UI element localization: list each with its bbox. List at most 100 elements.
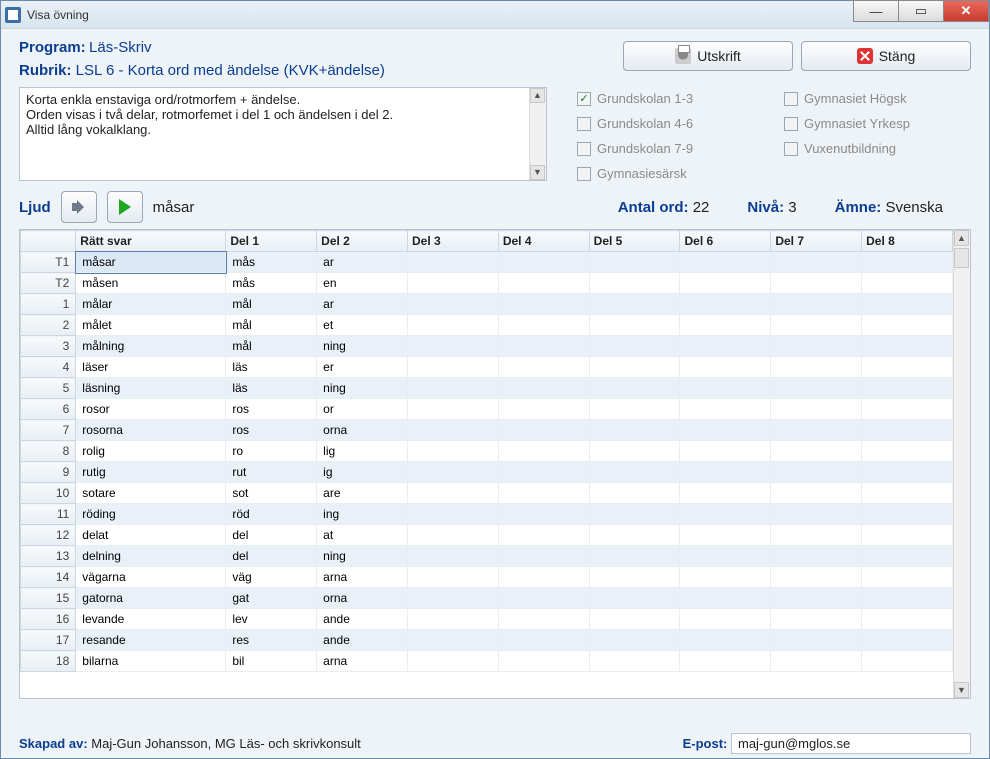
table-cell[interactable]: rosorna xyxy=(76,420,226,441)
table-cell[interactable] xyxy=(498,336,589,357)
checkbox-box[interactable] xyxy=(577,92,591,106)
checkbox-box[interactable] xyxy=(784,142,798,156)
table-cell[interactable] xyxy=(771,273,862,294)
table-cell[interactable]: sotare xyxy=(76,483,226,504)
column-header[interactable]: Del 6 xyxy=(680,231,771,252)
table-cell[interactable] xyxy=(862,651,953,672)
table-cell[interactable]: are xyxy=(317,483,408,504)
table-cell[interactable]: läsning xyxy=(76,378,226,399)
table-cell[interactable]: ning xyxy=(317,336,408,357)
table-cell[interactable] xyxy=(862,588,953,609)
table-cell[interactable] xyxy=(498,378,589,399)
table-cell[interactable] xyxy=(498,315,589,336)
table-cell[interactable] xyxy=(589,504,680,525)
table-cell[interactable] xyxy=(498,504,589,525)
table-cell[interactable] xyxy=(680,588,771,609)
table-cell[interactable]: ar xyxy=(317,252,408,273)
table-cell[interactable]: väg xyxy=(226,567,317,588)
description-scrollbar[interactable]: ▲ ▼ xyxy=(529,88,546,180)
column-header[interactable]: Del 7 xyxy=(771,231,862,252)
table-cell[interactable] xyxy=(498,630,589,651)
checkbox-box[interactable] xyxy=(577,117,591,131)
column-header[interactable]: Del 8 xyxy=(862,231,953,252)
table-row[interactable]: 8roligrolig xyxy=(21,441,953,462)
table-cell[interactable]: er xyxy=(317,357,408,378)
table-cell[interactable]: måsar xyxy=(76,252,226,273)
table-cell[interactable]: del xyxy=(226,546,317,567)
table-cell[interactable] xyxy=(589,546,680,567)
table-cell[interactable] xyxy=(408,504,499,525)
table-cell[interactable] xyxy=(862,336,953,357)
checkbox-box[interactable] xyxy=(577,167,591,181)
table-cell[interactable] xyxy=(408,252,499,273)
table-row[interactable]: 12delatdelat xyxy=(21,525,953,546)
table-cell[interactable]: gat xyxy=(226,588,317,609)
table-cell[interactable] xyxy=(862,441,953,462)
table-cell[interactable] xyxy=(680,609,771,630)
table-cell[interactable] xyxy=(680,630,771,651)
table-cell[interactable] xyxy=(862,399,953,420)
table-cell[interactable]: sot xyxy=(226,483,317,504)
table-cell[interactable] xyxy=(680,525,771,546)
table-cell[interactable] xyxy=(408,399,499,420)
table-cell[interactable] xyxy=(862,483,953,504)
table-cell[interactable]: rutig xyxy=(76,462,226,483)
table-cell[interactable] xyxy=(771,336,862,357)
table-cell[interactable] xyxy=(408,462,499,483)
table-cell[interactable]: röd xyxy=(226,504,317,525)
table-cell[interactable]: arna xyxy=(317,651,408,672)
checkbox-gymnasiesärsk[interactable]: Gymnasiesärsk xyxy=(577,166,764,181)
table-cell[interactable] xyxy=(862,546,953,567)
table-cell[interactable] xyxy=(680,315,771,336)
speaker-button[interactable] xyxy=(61,191,97,223)
table-cell[interactable]: ro xyxy=(226,441,317,462)
table-cell[interactable] xyxy=(862,567,953,588)
checkbox-grundskolan-4-6[interactable]: Grundskolan 4-6 xyxy=(577,116,764,131)
table-cell[interactable] xyxy=(771,651,862,672)
table-cell[interactable]: res xyxy=(226,630,317,651)
table-cell[interactable] xyxy=(408,441,499,462)
table-cell[interactable] xyxy=(408,294,499,315)
table-cell[interactable] xyxy=(771,504,862,525)
table-cell[interactable] xyxy=(680,378,771,399)
table-cell[interactable]: läs xyxy=(226,357,317,378)
table-cell[interactable]: del xyxy=(226,525,317,546)
table-cell[interactable] xyxy=(771,252,862,273)
table-cell[interactable] xyxy=(498,420,589,441)
column-header[interactable]: Rätt svar xyxy=(76,231,226,252)
table-cell[interactable]: et xyxy=(317,315,408,336)
table-cell[interactable]: ros xyxy=(226,399,317,420)
table-cell[interactable] xyxy=(771,588,862,609)
table-cell[interactable] xyxy=(589,483,680,504)
table-cell[interactable] xyxy=(589,252,680,273)
table-cell[interactable] xyxy=(589,651,680,672)
titlebar[interactable]: Visa övning — ▭ ✕ xyxy=(1,1,989,29)
table-cell[interactable] xyxy=(680,252,771,273)
table-cell[interactable]: or xyxy=(317,399,408,420)
table-row[interactable]: 9rutigrutig xyxy=(21,462,953,483)
table-cell[interactable]: at xyxy=(317,525,408,546)
table-cell[interactable] xyxy=(771,567,862,588)
table-cell[interactable] xyxy=(862,378,953,399)
checkbox-box[interactable] xyxy=(784,92,798,106)
table-cell[interactable]: rosor xyxy=(76,399,226,420)
table-cell[interactable] xyxy=(771,378,862,399)
table-cell[interactable] xyxy=(680,336,771,357)
table-cell[interactable] xyxy=(862,315,953,336)
table-cell[interactable] xyxy=(862,357,953,378)
table-cell[interactable]: ande xyxy=(317,630,408,651)
table-cell[interactable] xyxy=(589,399,680,420)
table-row[interactable]: 15gatornagatorna xyxy=(21,588,953,609)
table-cell[interactable] xyxy=(589,462,680,483)
table-cell[interactable] xyxy=(771,525,862,546)
table-cell[interactable] xyxy=(408,273,499,294)
checkbox-gymnasiet-högsk[interactable]: Gymnasiet Högsk xyxy=(784,91,971,106)
scroll-up-icon[interactable]: ▲ xyxy=(530,88,545,103)
checkbox-grundskolan-7-9[interactable]: Grundskolan 7-9 xyxy=(577,141,764,156)
table-row[interactable]: 13delningdelning xyxy=(21,546,953,567)
table-row[interactable]: 4läserläser xyxy=(21,357,953,378)
table-cell[interactable]: orna xyxy=(317,588,408,609)
scroll-thumb[interactable] xyxy=(954,248,969,268)
table-row[interactable]: 2måletmålet xyxy=(21,315,953,336)
table-cell[interactable] xyxy=(408,483,499,504)
